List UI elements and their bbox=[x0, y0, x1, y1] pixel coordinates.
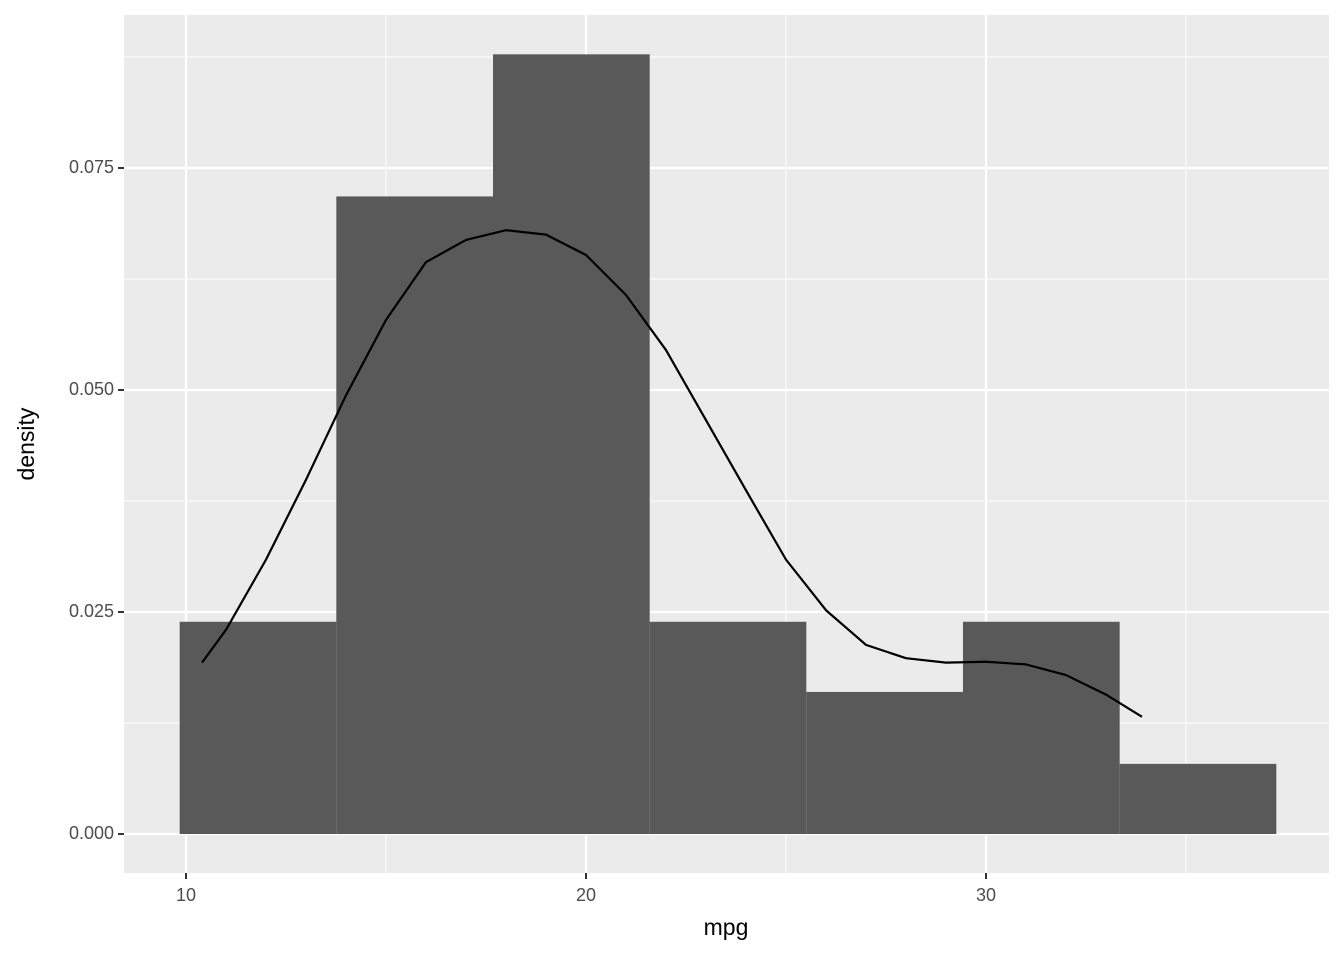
density-line bbox=[201, 229, 1143, 718]
bar bbox=[649, 621, 807, 835]
x-tick-label: 20 bbox=[576, 885, 596, 905]
bar bbox=[179, 621, 337, 835]
bar bbox=[1119, 763, 1277, 835]
bar bbox=[336, 196, 493, 835]
marks bbox=[179, 54, 1277, 835]
y-tick-label: 0.050 bbox=[69, 379, 114, 399]
x-tick-label: 30 bbox=[976, 885, 996, 905]
bar bbox=[493, 54, 650, 835]
x-tick-label: 10 bbox=[176, 885, 196, 905]
y-tick-label: 0.075 bbox=[69, 157, 114, 177]
bar bbox=[963, 621, 1120, 835]
axes: 10 20 30 0.000 0.025 0.050 0.075 bbox=[69, 157, 996, 905]
bar bbox=[806, 691, 963, 835]
y-tick-label: 0.000 bbox=[69, 823, 114, 843]
y-axis-title: density bbox=[13, 407, 39, 480]
y-tick-label: 0.025 bbox=[69, 601, 114, 621]
x-axis-title: mpg bbox=[704, 914, 749, 940]
